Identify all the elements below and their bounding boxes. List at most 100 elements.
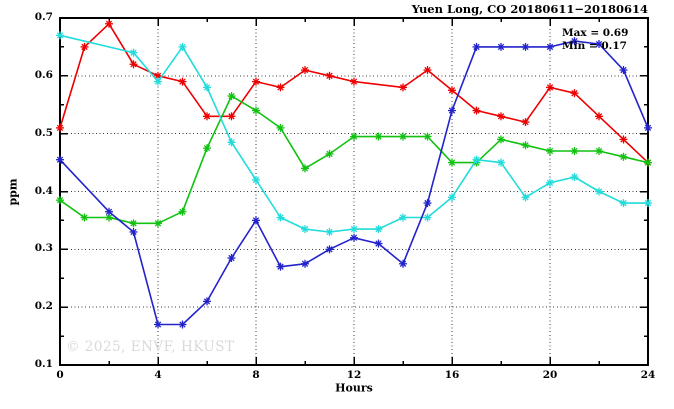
data-point-marker	[546, 83, 554, 92]
data-point-marker	[350, 225, 358, 234]
y-tick-label: 0.5	[34, 126, 53, 139]
x-tick-label: 0	[56, 369, 64, 381]
y-tick-label: 0.3	[34, 242, 53, 255]
data-point-marker	[497, 42, 505, 51]
data-point-marker	[570, 37, 579, 46]
data-point-marker	[497, 112, 505, 121]
series-red	[56, 19, 652, 167]
data-point-marker	[301, 259, 309, 268]
data-point-marker	[80, 42, 89, 51]
data-point-marker	[252, 216, 260, 225]
max-annotation: Max = 0.69	[562, 27, 629, 39]
data-point-marker	[252, 175, 260, 184]
y-tick-label: 0.7	[34, 11, 53, 23]
data-point-marker	[129, 219, 138, 228]
data-point-marker	[227, 254, 236, 263]
data-point-marker	[570, 89, 579, 98]
x-tick-label: 8	[252, 369, 260, 381]
data-point-marker	[399, 213, 407, 222]
data-point-marker	[521, 141, 530, 150]
data-point-marker	[374, 132, 383, 141]
x-tick-label: 24	[640, 369, 656, 381]
data-point-marker	[276, 123, 285, 132]
data-point-marker	[301, 225, 309, 234]
x-tick-label: 16	[444, 369, 460, 381]
data-point-marker	[644, 123, 652, 132]
data-point-marker	[595, 112, 603, 121]
data-point-marker	[203, 144, 211, 153]
data-point-marker	[570, 147, 579, 156]
data-point-marker	[497, 158, 505, 167]
data-point-marker	[595, 40, 603, 49]
series-green	[56, 92, 652, 228]
data-point-marker	[276, 213, 285, 222]
data-point-marker	[399, 132, 407, 141]
chart-title: Yuen Long, CO 20180611−20180614	[411, 2, 648, 16]
data-point-marker	[546, 147, 554, 156]
data-point-marker	[570, 173, 579, 182]
data-point-marker	[178, 207, 187, 216]
data-point-marker	[178, 320, 187, 329]
data-point-marker	[203, 112, 211, 121]
axis-ticks	[59, 17, 649, 366]
data-point-marker	[178, 42, 187, 51]
data-point-marker	[423, 213, 432, 222]
data-point-marker	[178, 77, 187, 86]
data-point-marker	[448, 106, 456, 115]
data-point-marker	[546, 178, 554, 187]
y-tick-label: 0.1	[34, 358, 53, 370]
min-annotation: Min = 0.17	[562, 40, 627, 52]
data-point-marker	[325, 245, 334, 254]
data-point-marker	[227, 138, 236, 147]
data-point-marker	[105, 19, 113, 28]
data-point-marker	[423, 132, 432, 141]
data-point-marker	[595, 147, 603, 156]
data-point-marker	[619, 152, 628, 161]
data-point-marker	[350, 233, 358, 242]
data-point-marker	[154, 320, 162, 329]
data-point-marker	[129, 48, 138, 57]
data-point-marker	[448, 158, 456, 167]
data-point-marker	[227, 112, 236, 121]
data-point-marker	[105, 207, 113, 216]
data-point-marker	[374, 239, 383, 248]
data-point-marker	[619, 135, 628, 144]
data-point-marker	[227, 92, 236, 101]
data-point-marker	[644, 158, 652, 167]
data-point-marker	[399, 83, 407, 92]
data-point-marker	[448, 193, 456, 202]
data-point-marker	[644, 199, 652, 208]
data-point-marker	[521, 118, 530, 127]
data-point-marker	[203, 83, 211, 92]
data-point-marker	[472, 42, 481, 51]
data-point-marker	[619, 66, 628, 75]
data-point-marker	[252, 106, 260, 115]
watermark: © 2025, ENVF, HKUST	[66, 339, 235, 355]
x-tick-label: 4	[154, 369, 162, 381]
data-point-marker	[129, 227, 138, 236]
data-point-marker	[252, 77, 260, 86]
data-point-marker	[619, 199, 628, 208]
data-point-marker	[203, 297, 211, 306]
data-point-marker	[56, 196, 64, 205]
data-point-marker	[129, 60, 138, 69]
data-point-marker	[301, 164, 309, 173]
data-point-marker	[350, 77, 358, 86]
data-point-marker	[154, 71, 162, 80]
data-point-marker	[399, 259, 407, 268]
data-point-marker	[276, 83, 285, 92]
series-cyan	[56, 31, 652, 236]
data-point-marker	[325, 149, 334, 158]
data-point-marker	[423, 199, 432, 208]
data-point-marker	[80, 213, 89, 222]
y-tick-label: 0.2	[34, 300, 53, 313]
data-point-marker	[56, 155, 64, 164]
data-point-marker	[301, 66, 309, 75]
data-point-marker	[56, 31, 64, 40]
x-tick-label: 12	[346, 369, 362, 381]
data-point-marker	[595, 187, 603, 196]
data-point-marker	[423, 66, 432, 75]
y-tick-label: 0.6	[34, 68, 53, 81]
